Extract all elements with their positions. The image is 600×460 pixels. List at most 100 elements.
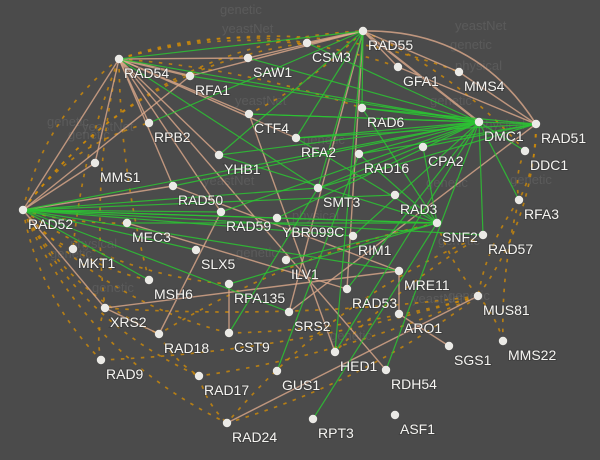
node-HED1[interactable] <box>330 347 340 357</box>
edge-predicted <box>22 30 364 211</box>
node-RAD53[interactable] <box>342 284 352 294</box>
node-RAD55[interactable] <box>358 26 368 36</box>
edge-physical-interactions <box>104 307 160 335</box>
node-DMC1[interactable] <box>474 117 484 127</box>
node-SLX5[interactable] <box>191 245 201 255</box>
node-RAD54[interactable] <box>114 54 124 64</box>
node-RPA135[interactable] <box>224 279 234 289</box>
edge-predicted <box>198 295 479 377</box>
node-RAD17[interactable] <box>194 371 204 381</box>
node-CPA2[interactable] <box>418 142 428 152</box>
edge-predicted <box>198 375 228 424</box>
edge-predicted <box>22 58 120 211</box>
node-label-ILV1: ILV1 <box>291 266 319 282</box>
node-RAD6[interactable] <box>357 103 367 113</box>
edge-type-watermark: genetic <box>426 175 468 190</box>
edge-genetic-interactions <box>22 209 150 281</box>
edge-physical-interactions <box>189 30 364 77</box>
node-label-RDH54: RDH54 <box>391 376 437 392</box>
node-MMS1[interactable] <box>90 158 100 168</box>
node-RAD59[interactable] <box>216 207 226 217</box>
edge-predicted <box>100 295 479 361</box>
edge-genetic-interactions <box>295 137 438 224</box>
edge-physical-interactions <box>118 58 387 371</box>
edge-genetic-interactions <box>22 187 319 211</box>
edge-predicted <box>22 209 102 361</box>
edge-genetic-interactions <box>118 58 480 123</box>
node-MUS81[interactable] <box>473 291 483 301</box>
node-RAD9[interactable] <box>96 355 106 365</box>
node-RFA1[interactable] <box>185 71 195 81</box>
node-RAD24[interactable] <box>222 418 232 428</box>
node-RAD18[interactable] <box>154 329 164 339</box>
node-label-RAD17: RAD17 <box>204 382 249 398</box>
edge-type-watermark: physical <box>70 236 117 251</box>
node-label-RAD52: RAD52 <box>28 216 73 232</box>
node-YHB1[interactable] <box>214 150 224 160</box>
node-label-SRS2: SRS2 <box>294 318 331 334</box>
node-label-GUS1: GUS1 <box>282 377 320 393</box>
node-SNF2[interactable] <box>432 218 442 228</box>
edge-genetic-interactions <box>228 222 438 285</box>
node-YBR099C[interactable] <box>272 213 282 223</box>
node-ASF1[interactable] <box>390 410 400 420</box>
edge-predicted <box>118 39 399 68</box>
edge-physical-interactions <box>397 66 537 125</box>
node-RAD16[interactable] <box>354 149 364 159</box>
node-MMS22[interactable] <box>498 336 508 346</box>
node-RFA3[interactable] <box>514 195 524 205</box>
node-SGS1[interactable] <box>444 341 454 351</box>
edge-genetic-interactions <box>285 222 438 261</box>
node-RAD57[interactable] <box>478 230 488 240</box>
edge-genetic-interactions <box>22 209 278 219</box>
node-label-RAD3: RAD3 <box>400 201 438 217</box>
edge-predicted <box>22 42 308 211</box>
node-SAW1[interactable] <box>243 53 253 63</box>
node-DDC1[interactable] <box>520 146 530 156</box>
edge-type-watermark: genetic <box>92 280 134 295</box>
edge-genetic-interactions <box>334 121 480 353</box>
node-RIM1[interactable] <box>348 231 358 241</box>
edge-genetic-interactions <box>276 217 438 224</box>
node-label-CPA2: CPA2 <box>428 153 464 169</box>
edge-predicted <box>226 234 484 424</box>
edge-physical-interactions <box>22 185 174 211</box>
node-MKT1[interactable] <box>68 244 78 254</box>
node-MRE11[interactable] <box>394 266 404 276</box>
node-label-DDC1: DDC1 <box>530 157 568 173</box>
node-ARO1[interactable] <box>394 309 404 319</box>
node-SMT3[interactable] <box>313 183 323 193</box>
node-MMS4[interactable] <box>454 67 464 77</box>
node-RAD51[interactable] <box>531 119 541 129</box>
node-ILV1[interactable] <box>281 255 291 265</box>
edge-predicted <box>22 209 200 377</box>
node-RAD50[interactable] <box>168 181 178 191</box>
node-XRS2[interactable] <box>100 303 110 313</box>
node-RPT3[interactable] <box>308 414 318 424</box>
edge-type-watermark: genetic <box>330 328 372 343</box>
edge-genetic-interactions <box>422 146 438 224</box>
node-MSH6[interactable] <box>144 275 154 285</box>
node-label-RFA3: RFA3 <box>524 206 559 222</box>
edge-physical-interactions <box>118 58 220 156</box>
edge-physical-interactions <box>118 57 249 60</box>
node-MEC3[interactable] <box>122 218 132 228</box>
node-GUS1[interactable] <box>272 366 282 376</box>
node-label-MUS81: MUS81 <box>483 302 530 318</box>
node-label-RAD50: RAD50 <box>178 192 223 208</box>
edge-type-watermark: yeastNet <box>235 93 287 108</box>
node-RPB2[interactable] <box>144 118 154 128</box>
edge-genetic-interactions <box>218 121 480 156</box>
node-RFA2[interactable] <box>291 133 301 143</box>
node-CST9[interactable] <box>224 328 234 338</box>
node-GFA1[interactable] <box>393 62 403 72</box>
node-RAD3[interactable] <box>390 190 400 200</box>
node-SRS2[interactable] <box>284 307 294 317</box>
node-RDH54[interactable] <box>381 365 391 375</box>
label-layer: RAD54 RAD55 CSM3 SAW1 RFA1 GFA1 MMS4 RAD6 DMC1 RA… <box>27 36 587 446</box>
node-CSM3[interactable] <box>302 38 312 48</box>
node-label-RAD54: RAD54 <box>124 65 169 81</box>
node-RAD52[interactable] <box>18 205 28 215</box>
node-CTF4[interactable] <box>244 109 254 119</box>
